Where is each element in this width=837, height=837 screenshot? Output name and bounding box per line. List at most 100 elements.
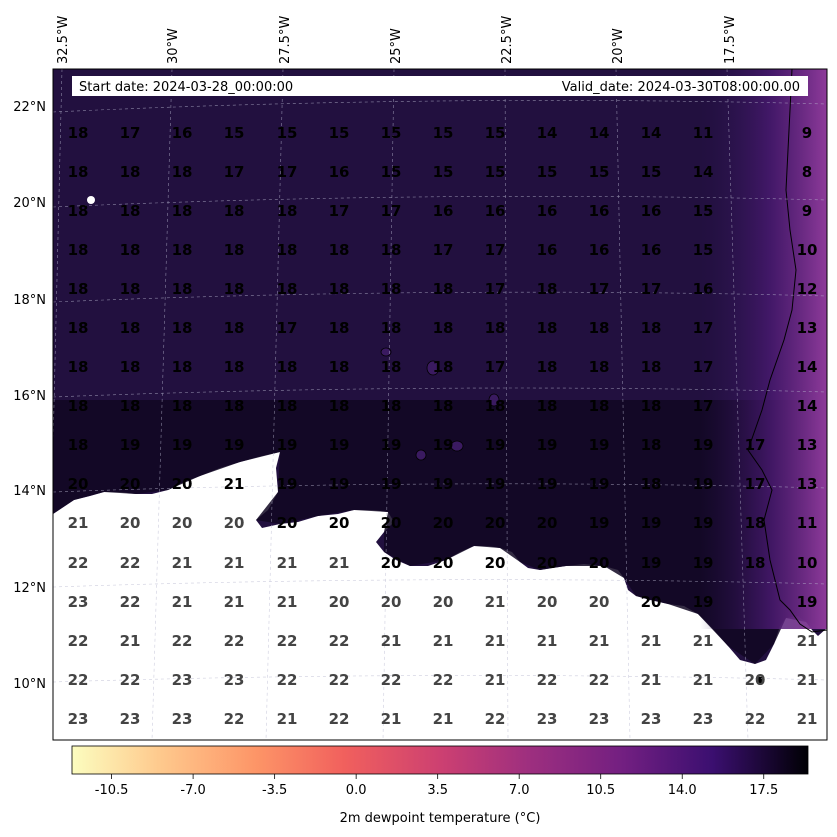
- grid-value-label: 19: [172, 436, 193, 454]
- grid-value-label: 20: [120, 514, 141, 532]
- grid-value-label: 16: [485, 202, 506, 220]
- grid-value-label: 23: [172, 710, 193, 728]
- map-area[interactable]: 18 17 16 15 15 15 15 15 15 14 14 14 11 9 18 18 18 17 17 16 1…: [46, 69, 827, 740]
- grid-value-label: 23: [68, 710, 89, 728]
- grid-value-label: 18: [485, 397, 506, 415]
- grid-value-label: 18: [172, 163, 193, 181]
- island: [87, 196, 95, 204]
- grid-value-label: 21: [224, 475, 245, 493]
- grid-value-label: 16: [172, 124, 193, 142]
- grid-value-label: 15: [693, 202, 714, 220]
- grid-value-label: 17: [485, 241, 506, 259]
- grid-value-label: 16: [589, 202, 610, 220]
- grid-value-label: 18: [120, 397, 141, 415]
- colorbar-tick-label: 14.0: [668, 783, 697, 798]
- grid-value-label: 19: [693, 436, 714, 454]
- grid-value-label: 15: [589, 163, 610, 181]
- grid-value-label: 18: [641, 358, 662, 376]
- grid-value-label: 21: [172, 554, 193, 572]
- latitude-labels: 22°N 20°N 18°N 16°N 14°N 12°N 10°N: [13, 100, 46, 692]
- grid-value-label: 17: [224, 163, 245, 181]
- grid-value-label: 18: [224, 280, 245, 298]
- grid-value-label: 14: [797, 358, 818, 376]
- grid-value-label: 16: [641, 202, 662, 220]
- grid-value-label: 21: [277, 710, 298, 728]
- grid-value-label: 14: [797, 397, 818, 415]
- grid-value-label: 19: [329, 436, 350, 454]
- lon-label: 27.5°W: [278, 16, 293, 64]
- grid-value-label: 17: [485, 280, 506, 298]
- colorbar-tick-label: 0.0: [346, 783, 367, 798]
- lon-label: 30°W: [166, 28, 181, 64]
- grid-value-label: 18: [68, 202, 89, 220]
- grid-value-label: 21: [485, 632, 506, 650]
- colorbar-tick-label: 7.0: [509, 783, 530, 798]
- lat-label: 12°N: [13, 581, 46, 596]
- grid-value-label: 20: [537, 593, 558, 611]
- grid-value-label: 18: [224, 319, 245, 337]
- colorbar-tick-label: 10.5: [586, 783, 615, 798]
- grid-value-label: 20: [172, 514, 193, 532]
- lon-label: 25°W: [389, 28, 404, 64]
- grid-value-label: 11: [797, 514, 818, 532]
- grid-value-label: 19: [641, 554, 662, 572]
- grid-value-label: 21: [641, 632, 662, 650]
- grid-value-label: 18: [381, 241, 402, 259]
- grid-value-label: 21: [433, 632, 454, 650]
- colorbar-gradient: [71, 745, 809, 775]
- colorbar-label: 2m dewpoint temperature (°C): [340, 811, 541, 826]
- grid-value-label: 18: [537, 319, 558, 337]
- start-date-label: Start date: 2024-03-28_00:00:00: [79, 80, 293, 95]
- grid-value-label: 19: [485, 475, 506, 493]
- grid-value-label: 18: [537, 358, 558, 376]
- grid-value-label: 23: [120, 710, 141, 728]
- grid-value-label: 21: [797, 632, 818, 650]
- grid-value-label: 18: [641, 475, 662, 493]
- grid-value-label: 18: [381, 319, 402, 337]
- grid-value-label: 18: [120, 280, 141, 298]
- grid-value-label: 18: [224, 397, 245, 415]
- grid-value-label: 18: [224, 202, 245, 220]
- grid-value-label: 16: [537, 241, 558, 259]
- grid-value-label: 20: [277, 514, 298, 532]
- grid-value-label: 18: [329, 280, 350, 298]
- grid-value-label: 12: [797, 280, 818, 298]
- grid-value-label: 18: [277, 280, 298, 298]
- grid-value-label: 18: [589, 319, 610, 337]
- grid-value-label: 19: [589, 514, 610, 532]
- grid-value-label: 9: [802, 124, 812, 142]
- grid-value-label: 21: [329, 554, 350, 572]
- grid-value-label: 18: [172, 202, 193, 220]
- grid-value-label: 13: [797, 319, 818, 337]
- grid-value-label: 14: [693, 163, 714, 181]
- ocean-east-gradient: [700, 69, 827, 629]
- lat-label: 22°N: [13, 100, 46, 115]
- coastline: [747, 69, 827, 633]
- grid-value-label: 18: [589, 397, 610, 415]
- grid-value-label: 20: [485, 514, 506, 532]
- grid-value-label: 22: [329, 671, 350, 689]
- grid-value-label: 20: [224, 514, 245, 532]
- grid-value-label: 17: [641, 280, 662, 298]
- grid-value-label: 22: [537, 671, 558, 689]
- grid-value-label: 20: [433, 554, 454, 572]
- grid-value-label: 21: [485, 671, 506, 689]
- colorbar-tick-label: -3.5: [262, 783, 287, 798]
- grid-value-label: 22: [589, 671, 610, 689]
- grid-value-label: 15: [693, 241, 714, 259]
- grid-value-label: 18: [537, 397, 558, 415]
- grid-value-label: 21: [641, 671, 662, 689]
- grid-value-label: 8: [802, 163, 812, 181]
- grid-value-label: 19: [381, 475, 402, 493]
- grid-value-label: 19: [537, 475, 558, 493]
- grid-value-label: 22: [277, 671, 298, 689]
- grid-value-label: 18: [277, 241, 298, 259]
- grid-value-label: 19: [797, 593, 818, 611]
- grid-value-label: 18: [745, 554, 766, 572]
- grid-value-label: 15: [277, 124, 298, 142]
- grid-value-label: 21: [693, 671, 714, 689]
- grid-value-label: 15: [224, 124, 245, 142]
- grid-value-label: 18: [172, 358, 193, 376]
- grid-value-label: 18: [68, 436, 89, 454]
- grid-value-label: 23: [537, 710, 558, 728]
